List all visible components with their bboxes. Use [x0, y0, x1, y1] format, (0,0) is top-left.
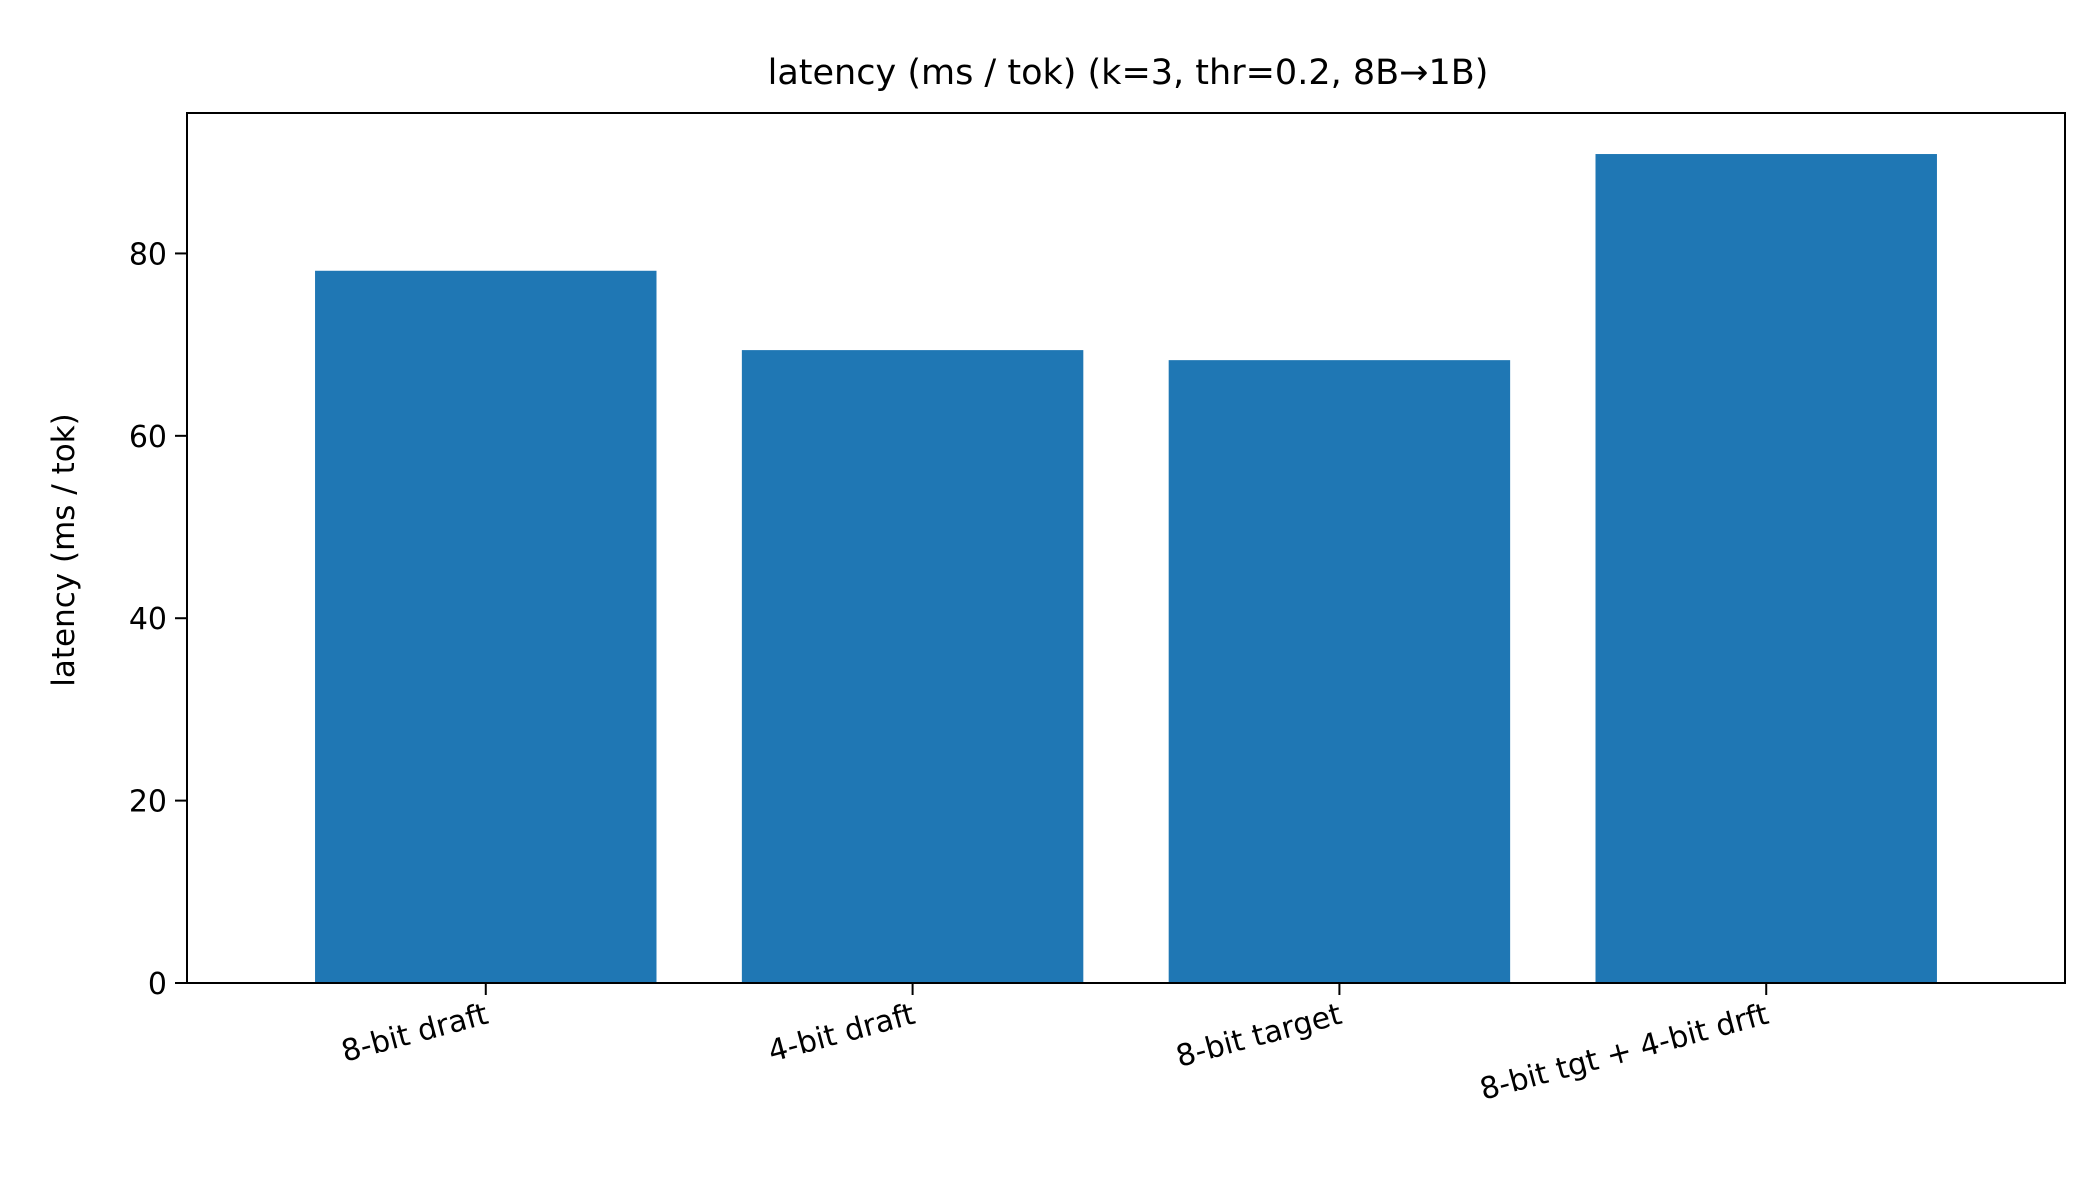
- x-tick-label: 4-bit draft: [765, 997, 919, 1070]
- y-axis: 0 20 40 60 80: [129, 237, 187, 1002]
- y-tick-label: 80: [129, 237, 167, 272]
- plot-frame: [186, 112, 2066, 984]
- bar-4-bit-draft: [741, 350, 1084, 983]
- y-tick-label: 20: [129, 785, 167, 820]
- bars-layer: [315, 154, 1937, 984]
- bar-8-bit-tgt-4-bit-drft: [1595, 154, 1937, 984]
- x-tick-label: 8-bit target: [1172, 997, 1345, 1075]
- y-tick-label: 0: [148, 967, 167, 1002]
- y-axis-label: latency (ms / tok): [46, 413, 82, 687]
- x-tick-label: 8-bit draft: [338, 997, 492, 1070]
- x-tick-label: 8-bit tgt + 4-bit drft: [1476, 997, 1772, 1108]
- y-tick-label: 60: [129, 420, 167, 455]
- x-axis: 8-bit draft 4-bit draft 8-bit target 8-bit …: [338, 983, 1773, 1108]
- bar-8-bit-draft: [315, 270, 657, 983]
- y-tick-label: 40: [129, 602, 167, 637]
- bar-8-bit-target: [1168, 360, 1511, 983]
- chart-title: latency (ms / tok) (k=3, thr=0.2, 8B→1B): [768, 53, 1489, 93]
